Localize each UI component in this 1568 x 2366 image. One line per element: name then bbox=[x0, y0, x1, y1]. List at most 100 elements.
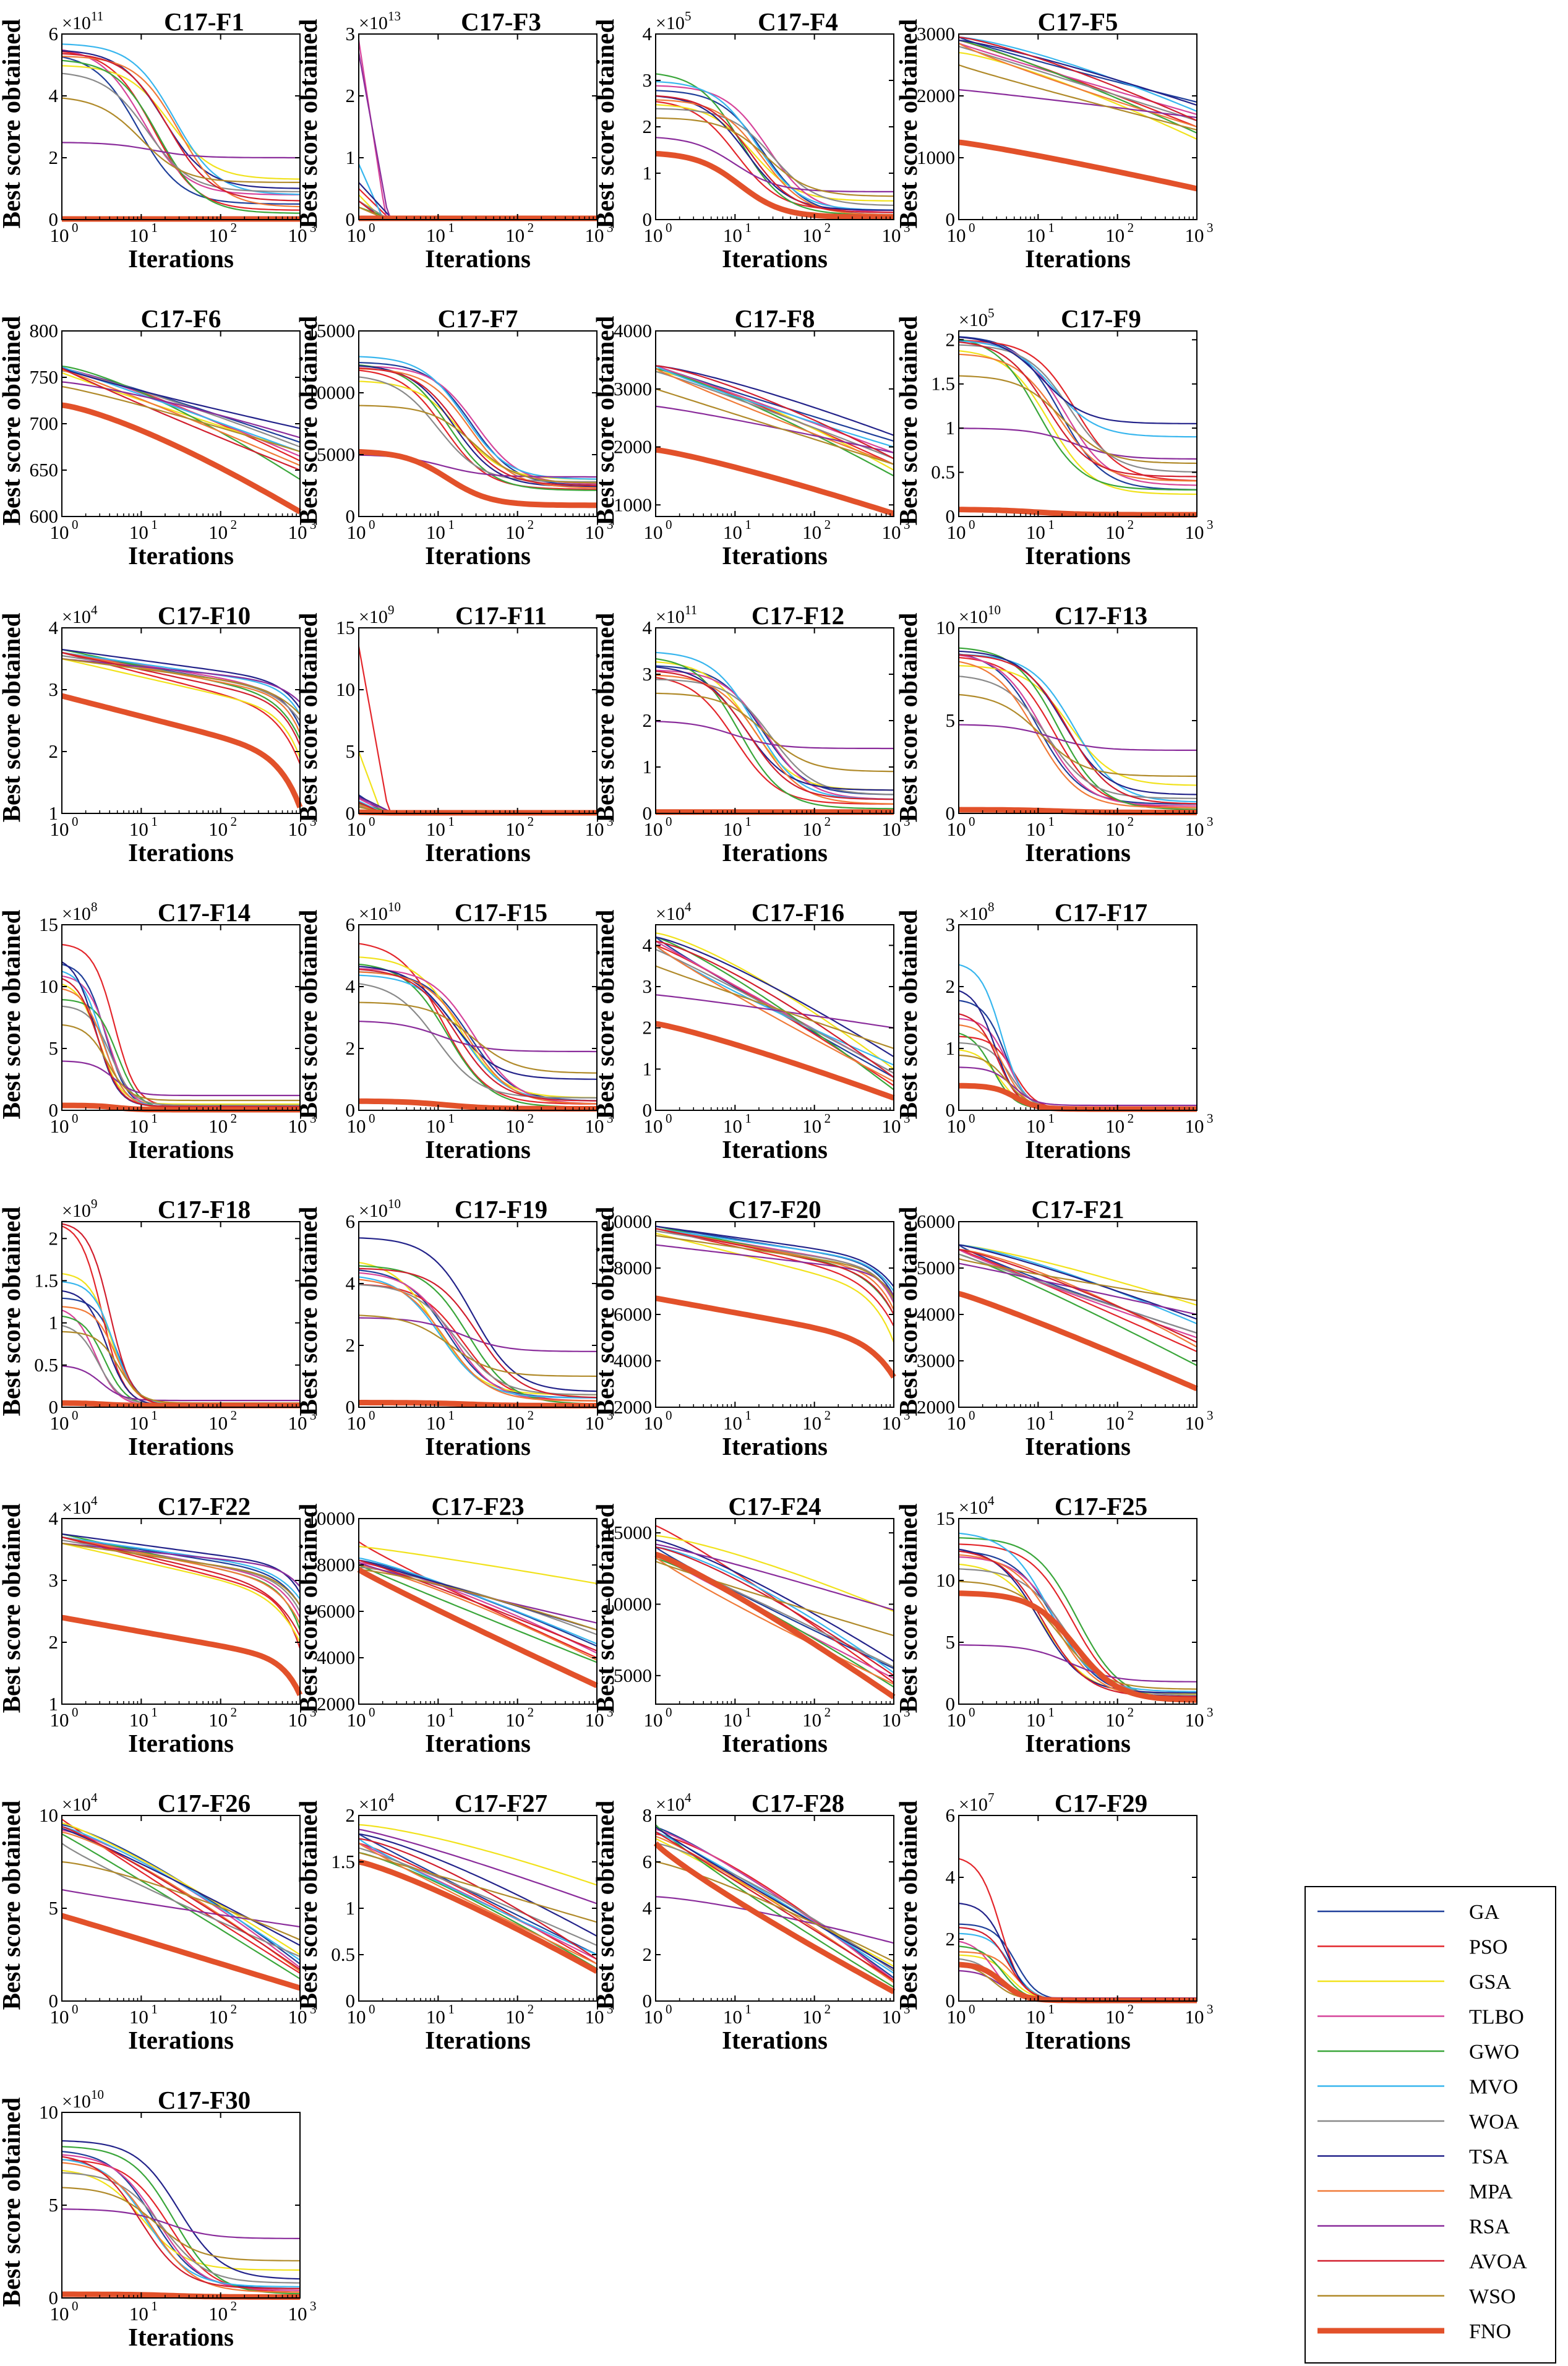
series-line-mpa bbox=[358, 368, 598, 489]
x-tick-label: 10 bbox=[585, 1115, 604, 1137]
x-tick-label: 10 bbox=[347, 818, 366, 840]
y-tick-label: 5 bbox=[49, 1897, 59, 1919]
series-line-fno bbox=[61, 1913, 301, 1991]
y-axis-label: Best score obtained bbox=[894, 613, 922, 823]
x-tick-exponent: 2 bbox=[825, 1111, 831, 1126]
x-tick-label: 10 bbox=[585, 521, 604, 543]
series-line-rsa bbox=[358, 52, 597, 220]
series-line-tsa bbox=[655, 95, 894, 211]
series-line-wso bbox=[358, 1314, 597, 1377]
series-line-avoa bbox=[655, 1546, 894, 1676]
series-line-wso bbox=[61, 1331, 300, 1404]
x-tick-label: 10 bbox=[723, 225, 742, 246]
y-multiplier: ×10 bbox=[62, 904, 91, 924]
y-tick-label: 1.5 bbox=[931, 373, 955, 395]
axes-box bbox=[958, 1221, 1197, 1408]
axes-box bbox=[358, 924, 598, 1111]
series-line-mvo bbox=[61, 1536, 301, 1600]
x-tick-label: 10 bbox=[50, 1709, 69, 1731]
x-tick-label: 10 bbox=[644, 225, 663, 246]
series-line-gsa bbox=[61, 1822, 301, 1955]
y-multiplier: ×10 bbox=[959, 310, 988, 330]
y-axis-label: Best score obtained bbox=[591, 1207, 619, 1417]
series-line-mpa bbox=[61, 369, 301, 466]
y-tick-label: 3000 bbox=[917, 23, 955, 45]
series-line-pso bbox=[358, 943, 598, 1105]
x-tick-label: 10 bbox=[288, 1412, 307, 1434]
x-tick-exponent: 3 bbox=[904, 1111, 910, 1126]
series-line-mvo bbox=[358, 974, 598, 1102]
x-tick-label: 10 bbox=[208, 818, 228, 840]
x-tick-label: 10 bbox=[802, 1115, 821, 1137]
axes-box bbox=[655, 330, 894, 517]
series-line-tlbo bbox=[655, 365, 894, 453]
x-tick-label: 10 bbox=[208, 225, 228, 246]
x-tick-label: 10 bbox=[644, 818, 663, 840]
series-line-pso bbox=[655, 677, 894, 805]
series-line-mvo bbox=[358, 1276, 598, 1399]
x-tick-label: 10 bbox=[50, 1412, 69, 1434]
series-line-tsa bbox=[655, 936, 894, 1058]
x-axis-label: Iterations bbox=[722, 1135, 828, 1164]
x-tick-exponent: 0 bbox=[72, 220, 79, 235]
x-tick-label: 10 bbox=[347, 1709, 366, 1731]
x-tick-label: 10 bbox=[129, 818, 148, 840]
series-line-wso bbox=[61, 1024, 300, 1102]
chart-title: C17-F24 bbox=[728, 1492, 821, 1520]
series-line-ga bbox=[61, 1297, 300, 1407]
y-multiplier-exponent: 4 bbox=[988, 1493, 995, 1508]
series-line-wso bbox=[655, 965, 894, 1050]
x-tick-label: 10 bbox=[585, 1412, 604, 1434]
x-tick-label: 10 bbox=[802, 1709, 821, 1731]
series-line-tsa bbox=[358, 1833, 598, 1937]
x-tick-label: 10 bbox=[1105, 818, 1125, 840]
y-tick-label: 2000 bbox=[614, 1396, 652, 1418]
y-tick-label: 1 bbox=[946, 417, 956, 439]
x-tick-label: 10 bbox=[802, 521, 821, 543]
x-tick-label: 10 bbox=[882, 521, 901, 543]
y-tick-label: 10 bbox=[336, 679, 355, 700]
chart-title: C17-F13 bbox=[1055, 601, 1147, 630]
y-tick-label: 5000 bbox=[917, 1257, 955, 1279]
series-line-avoa bbox=[655, 95, 894, 213]
series-line-fno bbox=[958, 1290, 1198, 1392]
series-line-wso bbox=[958, 375, 1197, 465]
x-tick-label: 10 bbox=[644, 521, 663, 543]
chart-title: C17-F26 bbox=[158, 1789, 251, 1817]
y-tick-label: 4 bbox=[49, 1507, 59, 1529]
series-line-tsa bbox=[61, 961, 300, 1108]
x-tick-label: 10 bbox=[1026, 225, 1045, 246]
x-tick-exponent: 1 bbox=[151, 2299, 158, 2313]
x-tick-label: 10 bbox=[347, 225, 366, 246]
y-multiplier: ×10 bbox=[959, 904, 988, 924]
x-tick-exponent: 1 bbox=[745, 814, 752, 829]
y-axis-label: Best score obtained bbox=[0, 1504, 25, 1713]
y-tick-label: 4000 bbox=[317, 1647, 355, 1668]
series-line-tlbo bbox=[61, 1309, 300, 1407]
series-line-avoa bbox=[61, 651, 301, 746]
series-line-pso bbox=[358, 369, 597, 490]
x-tick-label: 10 bbox=[723, 1709, 742, 1731]
x-tick-label: 10 bbox=[426, 1709, 445, 1731]
series-line-gsa bbox=[958, 1244, 1197, 1306]
y-tick-label: 0 bbox=[49, 2287, 59, 2308]
axes-box bbox=[958, 330, 1197, 517]
series-line-fno bbox=[61, 402, 302, 515]
series-line-woa bbox=[655, 371, 894, 460]
x-tick-label: 10 bbox=[50, 225, 69, 246]
series-line-rsa bbox=[958, 724, 1197, 751]
axes-box bbox=[958, 924, 1197, 1111]
x-tick-exponent: 3 bbox=[1207, 220, 1214, 235]
y-tick-label: 2 bbox=[346, 85, 356, 106]
series-line-tsa bbox=[358, 182, 597, 220]
series-line-rsa bbox=[958, 1066, 1197, 1107]
legend-label: MPA bbox=[1469, 2180, 1513, 2203]
x-tick-label: 10 bbox=[288, 2303, 307, 2325]
series-line-gwo bbox=[61, 365, 301, 480]
series-line-rsa bbox=[655, 1543, 894, 1611]
series-line-gsa bbox=[958, 1049, 1197, 1108]
